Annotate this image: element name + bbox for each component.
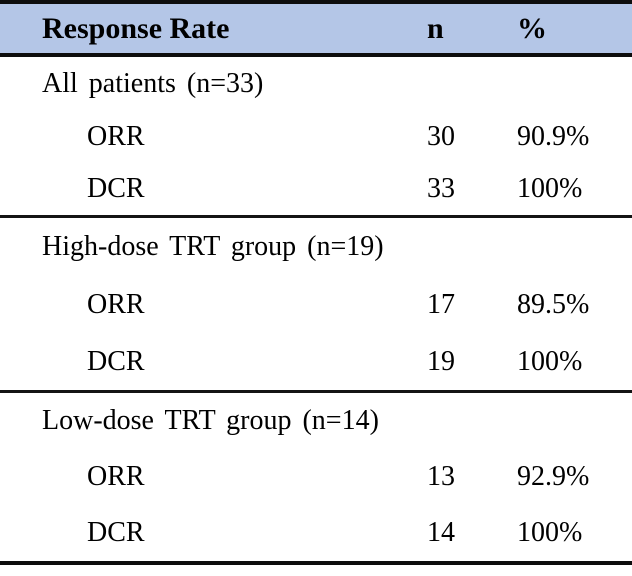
section-title-label: High-dose TRT group (n=19) <box>42 231 384 262</box>
metric-label: ORR <box>87 121 145 152</box>
n-value: 17 <box>427 288 455 320</box>
table-row: ORR 17 89.5% <box>0 276 632 333</box>
n-value: 14 <box>427 505 517 565</box>
percent-value: 92.9% <box>517 461 590 492</box>
column-header-response-rate: Response Rate <box>0 0 427 57</box>
metric-label: DCR <box>0 505 427 565</box>
metric-label: DCR <box>0 163 427 218</box>
n-value: 33 <box>427 163 517 218</box>
percent-value: 90.9% <box>517 121 590 152</box>
table-row: DCR 33 100% <box>0 163 632 218</box>
column-header-n: n <box>427 0 517 57</box>
table-row: DCR 19 100% <box>0 333 632 393</box>
column-header-percent: % <box>517 0 632 57</box>
percent-value: 100% <box>517 333 632 393</box>
table-row: ORR 13 92.9% <box>0 449 632 505</box>
metric-label: ORR <box>87 288 145 320</box>
percent-value: 100% <box>517 163 632 218</box>
table-row: DCR 14 100% <box>0 505 632 565</box>
percent-value: 89.5% <box>517 288 590 320</box>
table-header-row: Response Rate n % <box>0 0 632 57</box>
section-title-low-dose: Low-dose TRT group (n=14) <box>0 392 632 450</box>
n-value: 30 <box>427 121 455 152</box>
n-value: 19 <box>427 333 517 393</box>
section-title-all-patients: All patients (n=33) <box>0 55 632 111</box>
section-title-label: All patients (n=33) <box>42 68 264 99</box>
section-title-high-dose: High-dose TRT group (n=19) <box>0 217 632 277</box>
metric-label: DCR <box>0 333 427 393</box>
table-row: ORR 30 90.9% <box>0 111 632 163</box>
section-title-label: Low-dose TRT group (n=14) <box>42 405 379 436</box>
metric-label: ORR <box>87 461 145 492</box>
n-value: 13 <box>427 461 455 492</box>
percent-value: 100% <box>517 505 632 565</box>
